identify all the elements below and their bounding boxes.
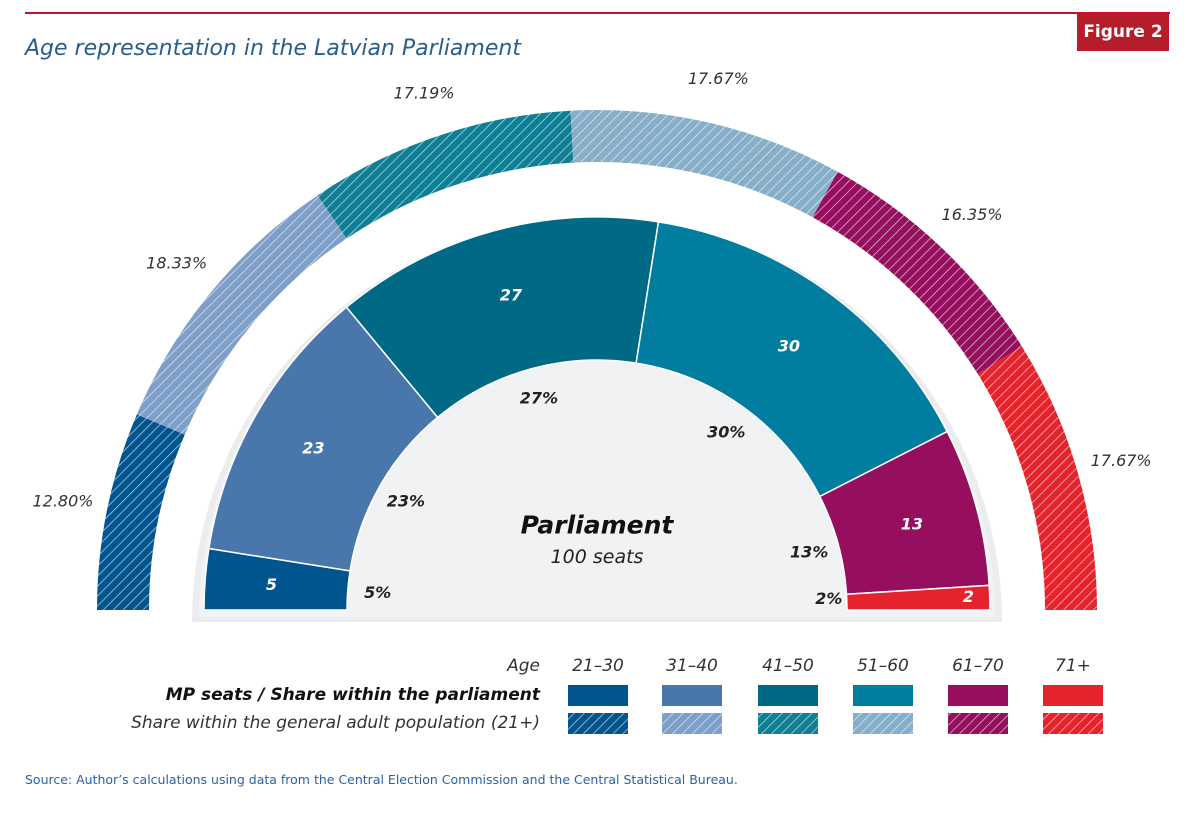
center-subtitle: 100 seats [551,546,644,568]
population-segment [136,195,347,435]
parliament-share-label: 23% [387,491,425,510]
population-share-label: 18.33% [146,254,207,273]
population-share-label: 17.67% [688,69,749,88]
parliament-share-label: 5% [364,583,391,602]
legend-swatch-population [1043,713,1103,734]
legend-age-category: 71+ [1055,656,1091,676]
population-share-label: 17.67% [1091,451,1152,470]
legend-swatch-seats [853,685,913,706]
population-share-label: 16.35% [942,205,1003,224]
population-segment [317,110,574,239]
legend-age-category: 41–50 [762,656,814,676]
parliament-segment [845,584,991,611]
parliament-share-label: 27% [520,388,558,407]
population-segment [977,346,1097,610]
seat-count-label: 23 [302,439,324,458]
legend-age-category: 21–30 [572,656,624,676]
legend-swatch-population [758,713,818,734]
legend-swatch-population [568,713,628,734]
legend-swatch-seats [758,685,818,706]
parliament-ring [203,216,991,611]
legend-age-category: 61–70 [952,656,1004,676]
population-share-label: 12.80% [32,492,93,511]
legend-swatch-population [662,713,722,734]
legend-swatch-seats [948,685,1008,706]
legend-age-category: 51–60 [857,656,909,676]
parliament-share-label: 30% [707,423,745,442]
legend-seats-label: MP seats / Share within the parliament [166,685,541,705]
seat-count-label: 30 [778,336,800,355]
seat-count-label: 2 [963,587,974,606]
legend-age-label: Age [506,656,540,676]
legend-swatch-seats [662,685,722,706]
top-rule [25,12,1170,14]
legend: Age 21–30 31–40 41–50 51–60 61–70 71+ MP seats … [131,656,1103,734]
legend-age-category: 31–40 [666,656,718,676]
legend-swatch-population [853,713,913,734]
seat-count-label: 5 [266,575,277,594]
legend-swatch-population [948,713,1008,734]
parliament-segment [635,220,949,498]
seat-count-label: 27 [500,286,523,305]
population-segment [97,414,185,610]
parliament-share-label: 13% [790,542,828,561]
population-ring [97,109,1097,610]
population-segment [570,109,838,218]
parliament-share-label: 2% [815,589,842,608]
chart-title: Age representation in the Latvian Parlia… [25,36,521,61]
legend-swatch-seats [1043,685,1103,706]
population-segment [812,171,1022,374]
seat-count-label: 13 [901,514,923,533]
legend-swatch-seats [568,685,628,706]
center-title: Parliament [521,511,675,540]
source-note: Source: Author’s calculations using data… [25,772,738,787]
population-share-label: 17.19% [394,84,455,103]
chart-labels: 12.80% 18.33% 17.19% 17.67% 16.35% 17.67% 5 5% 2… [32,69,1151,608]
legend-population-label: Share within the general adult populatio… [131,713,540,733]
figure-badge: Figure 2 [1077,14,1169,51]
